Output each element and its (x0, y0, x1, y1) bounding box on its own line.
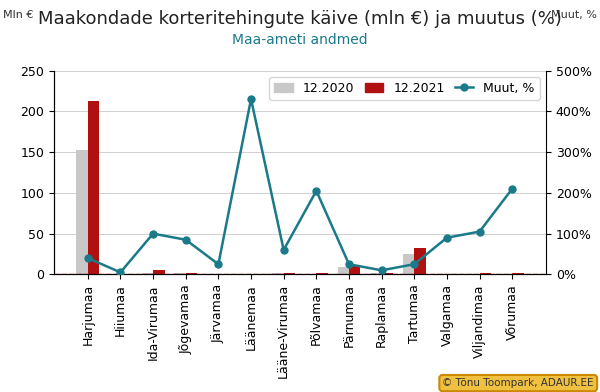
Bar (272, 273, 284, 274)
Bar (512, 273, 524, 274)
Bar (153, 270, 164, 274)
Text: Mln €: Mln € (3, 10, 34, 20)
Text: Maakondade korteritehingute käive (mln €) ja muutus (%): Maakondade korteritehingute käive (mln €… (38, 10, 562, 28)
Bar (142, 273, 153, 274)
Bar (175, 273, 186, 274)
Text: © Tõnu Toompark, ADAUR.EE: © Tõnu Toompark, ADAUR.EE (443, 378, 594, 388)
Bar (382, 273, 393, 274)
Bar (76, 151, 88, 274)
Bar (88, 101, 99, 274)
Bar (479, 273, 491, 274)
Bar (338, 267, 349, 274)
Bar (414, 248, 425, 274)
Bar (186, 273, 197, 274)
Bar (349, 265, 361, 274)
Text: Muut, %: Muut, % (551, 10, 597, 20)
Bar (370, 273, 382, 274)
Legend: 12.2020, 12.2021, Muut, %: 12.2020, 12.2021, Muut, % (269, 77, 540, 100)
Bar (316, 273, 328, 274)
Bar (403, 254, 414, 274)
Bar (284, 273, 295, 274)
Text: Maa-ameti andmed: Maa-ameti andmed (232, 33, 368, 47)
